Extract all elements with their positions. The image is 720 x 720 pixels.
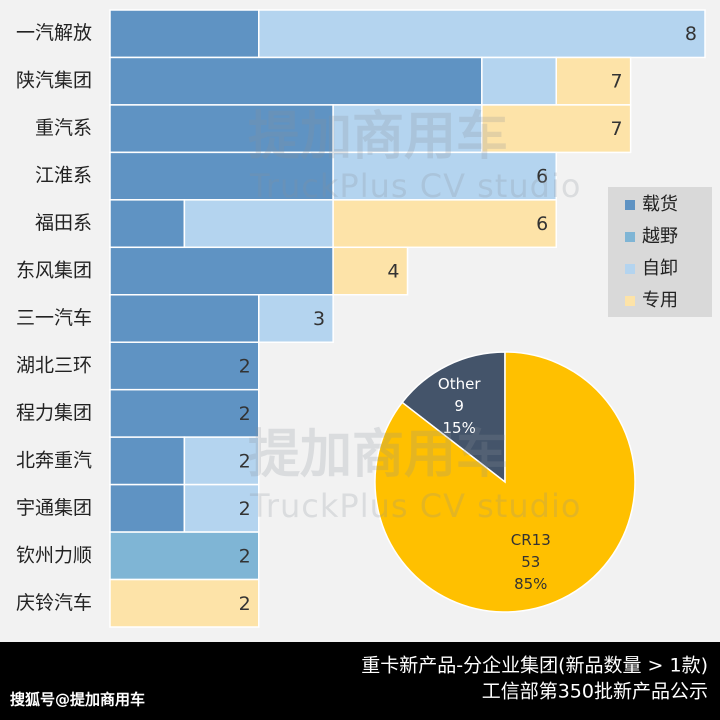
- category-label: 江淮系: [35, 165, 92, 187]
- legend-swatch: [625, 296, 635, 306]
- pie-value: 53: [521, 553, 540, 571]
- total-label: 2: [239, 498, 251, 520]
- category-label: 北奔重汽: [16, 449, 92, 471]
- bar-segment: [481, 56, 557, 106]
- bar-segment: [109, 388, 260, 438]
- pie-category: CR13: [511, 531, 551, 549]
- legend-label: 自卸: [642, 258, 678, 279]
- watermark: 提加商用车: [248, 425, 508, 485]
- footer-title: 重卡新产品-分企业集团(新品数量 > 1款): [361, 655, 708, 677]
- bar-segment: [109, 56, 483, 106]
- total-label: 3: [313, 308, 325, 330]
- total-label: 7: [611, 71, 623, 93]
- total-label: 2: [239, 545, 251, 567]
- legend-label: 载货: [642, 194, 678, 215]
- total-label: 2: [239, 355, 251, 377]
- pie-slice: [374, 351, 636, 613]
- bar-segment: [109, 531, 260, 581]
- bar-segment: [109, 341, 260, 391]
- bar-segment: [258, 294, 334, 343]
- bar-segment: [332, 199, 557, 249]
- footer-source: 搜狐号@提加商用车: [10, 691, 145, 709]
- bar-segment: [109, 294, 260, 343]
- legend-swatch: [625, 232, 635, 242]
- bar-segment: [332, 246, 409, 296]
- bar-segment: [183, 483, 260, 533]
- legend-label: 专用: [642, 290, 678, 311]
- total-label: 4: [387, 261, 399, 283]
- watermark: 提加商用车: [248, 107, 508, 167]
- category-label: 三一汽车: [16, 307, 92, 329]
- bar-segment: [109, 436, 186, 486]
- total-label: 2: [239, 593, 251, 615]
- category-label: 福田系: [35, 212, 92, 234]
- category-label: 钦州力顺: [16, 544, 92, 566]
- bar-segment: [109, 9, 260, 59]
- bar-segment: [109, 246, 334, 296]
- category-label: 程力集团: [16, 402, 92, 424]
- bar-segment: [258, 9, 706, 59]
- total-label: 7: [611, 118, 623, 140]
- footer-subtitle: 工信部第350批新产品公示: [482, 681, 708, 703]
- category-label: 东风集团: [16, 260, 92, 282]
- category-label: 一汽解放: [16, 22, 92, 44]
- legend-swatch: [625, 264, 635, 274]
- pie-category: Other: [438, 375, 481, 393]
- bar-segment: [183, 436, 260, 486]
- watermark: TruckPlus CV studio: [249, 487, 581, 525]
- pie-percent: 15%: [443, 419, 476, 437]
- bar-segment: [109, 578, 260, 628]
- pie-percent: 85%: [514, 575, 547, 593]
- category-label: 湖北三环: [16, 354, 92, 376]
- bar-segment: [183, 199, 334, 249]
- total-label: 6: [536, 213, 548, 235]
- total-label: 6: [536, 166, 548, 188]
- bar-segment: [109, 104, 334, 154]
- pie-slice: [401, 351, 506, 484]
- legend-label: 越野: [642, 226, 678, 247]
- legend-swatch: [625, 200, 635, 210]
- total-label: 8: [685, 23, 697, 45]
- category-label: 重汽系: [35, 117, 92, 139]
- total-label: 2: [239, 450, 251, 472]
- bar-segment: [332, 104, 483, 154]
- bar-segment: [109, 483, 186, 533]
- bar-segment: [109, 199, 186, 249]
- pie-value: 9: [454, 397, 464, 415]
- category-label: 庆铃汽车: [16, 592, 92, 614]
- category-label: 陕汽集团: [16, 70, 92, 92]
- footer-band: [0, 642, 720, 720]
- watermark: TruckPlus CV studio: [249, 167, 581, 205]
- bar-segment: [555, 56, 632, 106]
- category-label: 宇通集团: [16, 497, 92, 519]
- total-label: 2: [239, 403, 251, 425]
